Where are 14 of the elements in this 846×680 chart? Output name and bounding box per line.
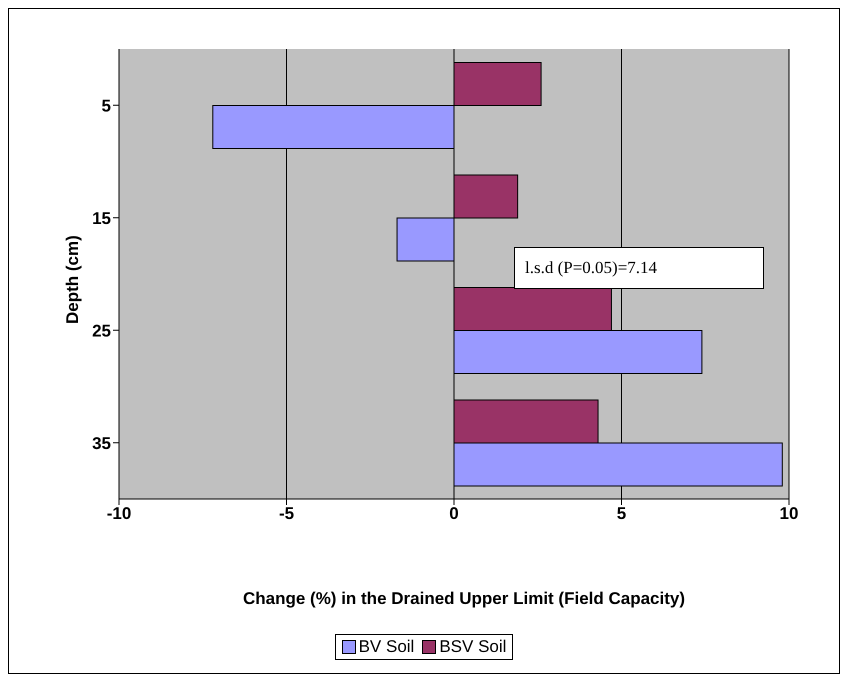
y-axis-title: Depth (cm) [63,235,82,324]
y-tick-label: 5 [102,96,111,116]
x-tick-label: 5 [616,504,626,524]
legend-label: BSV Soil [438,637,506,657]
legend-label: BV Soil [358,637,414,657]
y-tick-label: 15 [92,208,111,228]
x-axis-title: Change (%) in the Drained Upper Limit (Field Capacity) [242,589,686,609]
y-tick-label: 25 [92,321,111,340]
x-tick-label: 10 [780,504,798,524]
x-tick-label: -5 [278,504,294,524]
x-tick-label: 0 [449,504,459,524]
x-tick-label: -10 [106,504,132,524]
note-box: l.s.d (P=0.05)=7.14 [514,247,764,289]
y-tick-label: 35 [92,434,111,453]
